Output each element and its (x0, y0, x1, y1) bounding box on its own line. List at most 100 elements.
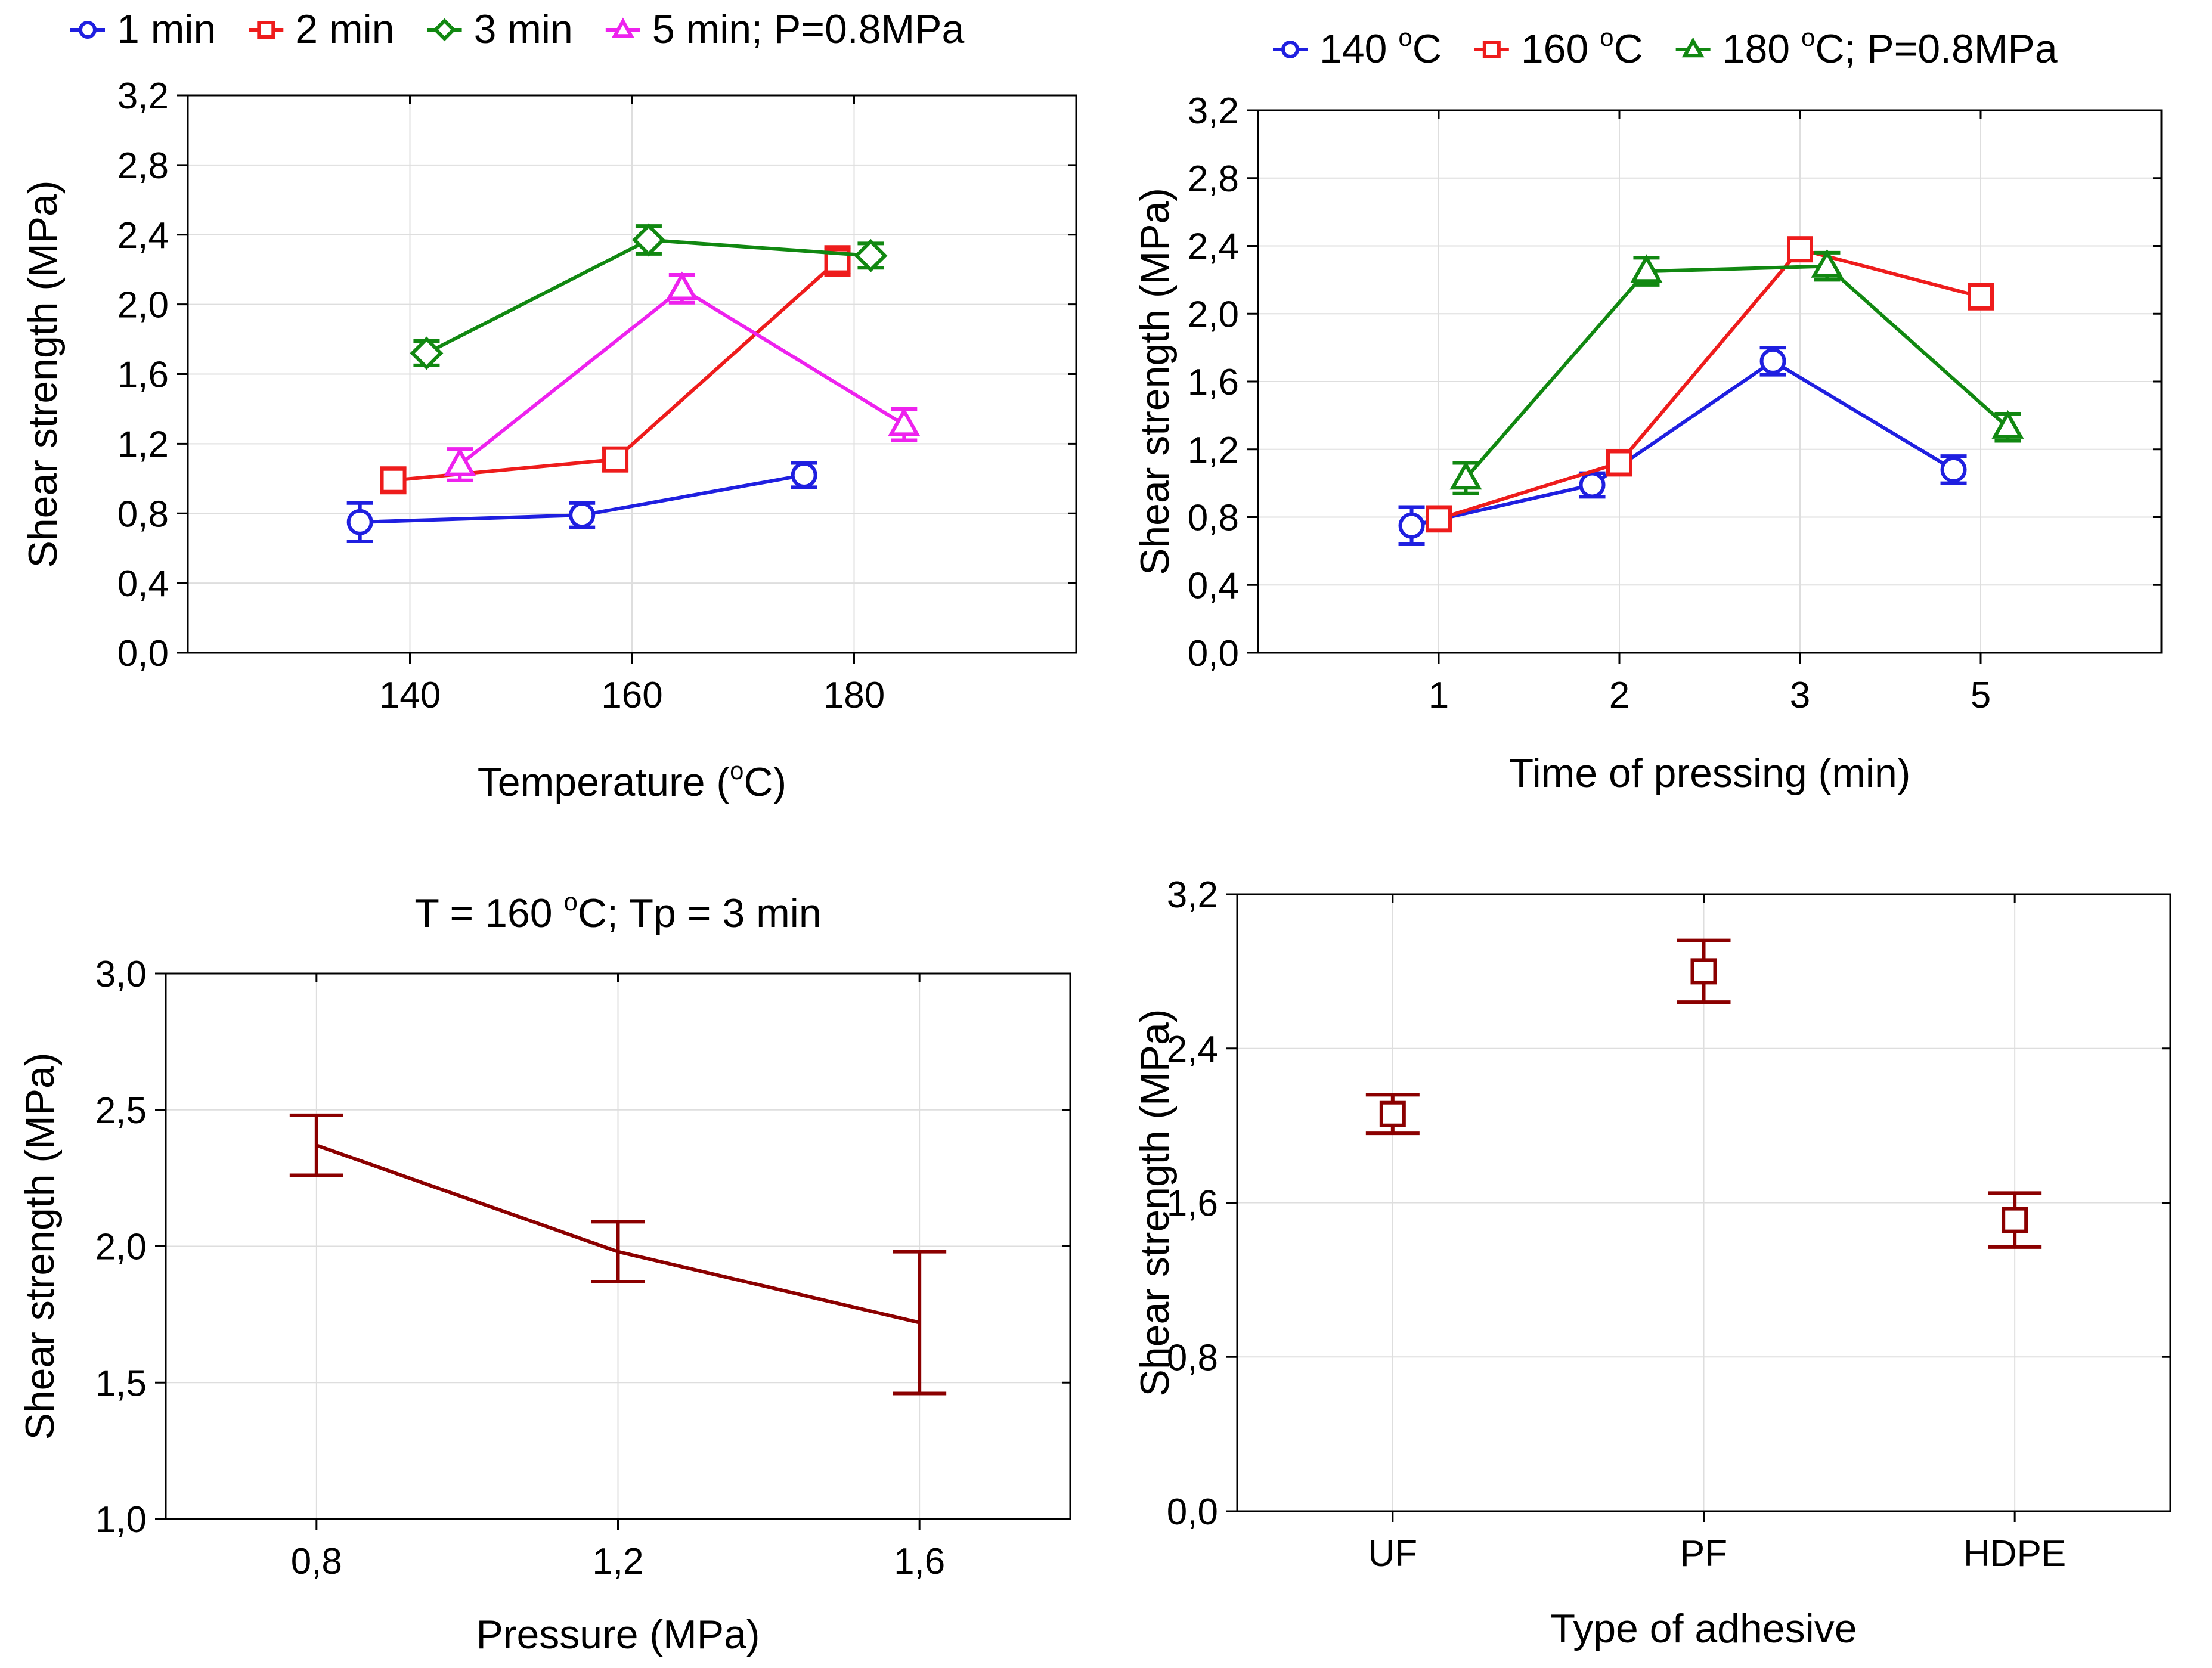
series-0 (1398, 346, 1967, 546)
series-2 (410, 223, 888, 370)
legend-entry: 1 min (117, 7, 216, 52)
legend: 1 min 2 min 3 min 5 min; P=0.8MPa (70, 7, 965, 52)
data-point (1579, 472, 1606, 498)
y-tick-label: 1,2 (1188, 430, 1239, 471)
legend-entry: 2 min (295, 7, 394, 52)
legend-entry-unit: C (1614, 26, 1643, 72)
x-tick-label: 0,8 (291, 1541, 342, 1582)
legend-swatch-marker (1482, 41, 1501, 58)
y-tick-label: 1,2 (117, 424, 169, 465)
data-point (1398, 512, 1425, 539)
y-tick-label: 0,8 (1167, 1337, 1218, 1378)
data-point (631, 223, 665, 257)
x-tick-label: 1 (1429, 675, 1449, 716)
data-point (1606, 449, 1632, 476)
x-tick-label: 180 (823, 675, 885, 716)
x-tick-label: UF (1368, 1533, 1418, 1574)
legend-entry-value: 160 (1521, 26, 1600, 72)
data-point (1968, 283, 1994, 310)
x-tick-label: 5 (1971, 675, 1991, 716)
x-tick-label: HDPE (1963, 1533, 2066, 1574)
data-point (665, 271, 698, 300)
y-tick-label: 0,8 (1188, 498, 1239, 539)
y-axis-label: Shear strength (MPa) (20, 180, 66, 568)
legend-entry: 180 oC; P=0.8MPa (1722, 23, 2058, 72)
legend-entry-unit: C (1412, 26, 1442, 72)
legend-swatch-marker (433, 18, 456, 42)
legend-swatch-marker (257, 21, 275, 39)
legend-entry: 3 min (474, 7, 573, 52)
series-line (1411, 359, 1955, 528)
x-axis-label: Pressure (MPa) (476, 1612, 760, 1657)
data-point (1759, 348, 1786, 374)
data-point (1379, 1100, 1406, 1127)
data-point (1449, 461, 1482, 490)
y-tick-label: 2,5 (95, 1090, 147, 1131)
series-2 (1449, 249, 2024, 495)
series-line (426, 238, 871, 355)
series-line (458, 286, 905, 466)
series-0 (289, 1113, 947, 1396)
panel-pressure-chart: 1,0 1,5 2,0 2,5 3,0 0,8 1,2 1,6 Shear strength (… (17, 888, 1071, 1657)
chart-title-text: T = 160 (414, 891, 563, 936)
legend-entry: 140 oC (1319, 23, 1442, 72)
data-point (854, 238, 888, 272)
y-tick-label: 0,4 (1188, 565, 1239, 606)
data-point (410, 336, 444, 370)
y-tick-label: 1,6 (117, 355, 169, 396)
legend-swatch-marker (1281, 41, 1299, 58)
x-axis-label-text: Temperature ( (478, 759, 730, 805)
y-tick-label: 2,0 (1188, 294, 1239, 335)
y-tick-label: 0,4 (117, 563, 169, 604)
panel-temperature-chart: 0,0 0,4 0,8 1,2 1,6 2,0 2,4 2,8 3,2 140 160 180 Shea… (20, 7, 1077, 805)
data-point (1991, 410, 2024, 439)
legend-entry-value: 140 (1319, 26, 1398, 72)
legend-entry: 160 oC (1521, 23, 1643, 72)
series-0 (1365, 938, 2042, 1249)
y-tick-label: 2,4 (1188, 227, 1239, 268)
y-tick-label: 3,2 (1188, 91, 1239, 132)
series-0 (346, 461, 817, 543)
data-point (1787, 236, 1813, 263)
x-tick-label: 3 (1790, 675, 1810, 716)
legend-entry-text: 1 min (117, 7, 216, 52)
legend-entry-degree: o (1801, 23, 1815, 51)
y-tick-label: 0,0 (1188, 633, 1239, 674)
y-tick-label: 2,8 (117, 145, 169, 187)
series-line (1438, 247, 1981, 521)
series-3 (444, 271, 921, 482)
data-point (1630, 254, 1663, 283)
data-point (569, 502, 596, 529)
series-line (1464, 264, 2009, 480)
y-tick-label: 2,0 (117, 285, 169, 326)
x-tick-label: PF (1680, 1533, 1727, 1574)
legend-swatch-marker (611, 17, 634, 38)
y-tick-label: 3,0 (95, 954, 147, 995)
y-tick-label: 0,0 (1167, 1492, 1218, 1533)
data-point (1811, 249, 1844, 278)
x-tick-label: 1,2 (592, 1541, 643, 1582)
legend: 140 oC 160 oC 180 oC; P=0.8MPa (1273, 23, 2058, 72)
chart-title-degree: o (564, 888, 578, 916)
y-axis-label: Shear strength (MPa) (1132, 1009, 1178, 1396)
x-axis-label-degree: o (730, 757, 743, 785)
legend-swatch-marker (1681, 37, 1705, 58)
y-tick-label: 2,8 (1188, 159, 1239, 200)
data-point (602, 446, 629, 473)
y-tick-label: 3,2 (1167, 875, 1218, 916)
data-point (380, 467, 407, 494)
x-tick-label: 160 (601, 675, 662, 716)
legend-entry-degree: o (1600, 23, 1613, 51)
legend-entry-text: 5 min; P=0.8MPa (652, 7, 965, 52)
x-axis-label: Temperature (oC) (478, 757, 786, 805)
series-1 (380, 245, 851, 495)
x-axis-label-unit: C) (743, 759, 786, 805)
series-1 (1426, 236, 1994, 533)
x-axis-label-text: Time of pressing (min) (1509, 751, 1911, 796)
legend-entry-degree: o (1398, 23, 1412, 51)
y-tick-label: 1,5 (95, 1363, 147, 1404)
y-tick-label: 1,6 (1167, 1183, 1218, 1224)
x-axis-label-text: Pressure (MPa) (476, 1612, 760, 1657)
y-tick-label: 0,8 (117, 494, 169, 535)
